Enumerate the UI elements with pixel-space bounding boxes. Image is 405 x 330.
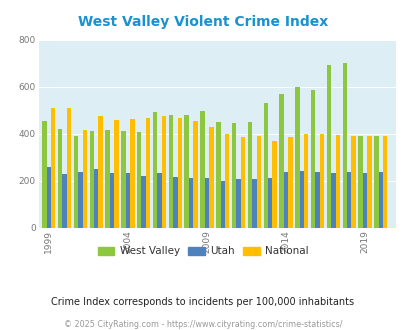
Text: © 2025 CityRating.com - https://www.cityrating.com/crime-statistics/: © 2025 CityRating.com - https://www.city…	[64, 319, 341, 329]
Bar	[378, 172, 382, 228]
Bar	[105, 130, 110, 228]
Bar	[382, 137, 386, 228]
Bar	[47, 167, 51, 228]
Bar	[326, 65, 330, 228]
Bar	[58, 129, 62, 228]
Bar	[303, 134, 308, 228]
Bar	[193, 121, 197, 228]
Bar	[184, 115, 188, 228]
Bar	[110, 173, 114, 228]
Bar	[173, 177, 177, 228]
Bar	[310, 90, 315, 228]
Bar	[153, 113, 157, 228]
Bar	[252, 179, 256, 228]
Bar	[283, 172, 288, 228]
Bar	[168, 115, 173, 228]
Bar	[362, 173, 367, 228]
Bar	[130, 119, 134, 228]
Bar	[267, 178, 272, 228]
Bar	[177, 118, 181, 228]
Bar	[240, 137, 245, 228]
Bar	[94, 169, 98, 228]
Bar	[42, 121, 47, 228]
Bar	[121, 131, 126, 228]
Bar	[62, 174, 67, 228]
Bar	[367, 137, 371, 228]
Bar	[157, 173, 161, 228]
Text: Crime Index corresponds to incidents per 100,000 inhabitants: Crime Index corresponds to incidents per…	[51, 297, 354, 307]
Bar	[204, 178, 209, 228]
Bar	[288, 137, 292, 228]
Bar	[145, 118, 150, 228]
Bar	[215, 122, 220, 228]
Bar	[319, 134, 324, 228]
Bar	[141, 176, 145, 228]
Bar	[231, 123, 236, 228]
Bar	[351, 137, 355, 228]
Bar	[299, 171, 303, 228]
Bar	[74, 136, 78, 228]
Bar	[90, 131, 94, 228]
Bar	[272, 141, 276, 228]
Bar	[209, 127, 213, 228]
Bar	[224, 134, 229, 228]
Bar	[263, 103, 267, 228]
Bar	[330, 173, 335, 228]
Bar	[335, 135, 339, 228]
Text: West Valley Violent Crime Index: West Valley Violent Crime Index	[78, 15, 327, 29]
Bar	[315, 172, 319, 228]
Bar	[200, 111, 204, 228]
Legend: West Valley, Utah, National: West Valley, Utah, National	[93, 242, 312, 260]
Bar	[161, 116, 166, 228]
Bar	[98, 116, 102, 228]
Bar	[51, 108, 55, 228]
Bar	[137, 132, 141, 228]
Bar	[188, 178, 193, 228]
Bar	[83, 130, 87, 228]
Bar	[247, 122, 252, 228]
Bar	[373, 136, 378, 228]
Bar	[279, 94, 283, 228]
Bar	[256, 137, 260, 228]
Bar	[342, 63, 346, 228]
Bar	[220, 181, 224, 228]
Bar	[236, 179, 240, 228]
Bar	[67, 108, 71, 228]
Bar	[358, 136, 362, 228]
Bar	[346, 172, 351, 228]
Bar	[294, 86, 299, 228]
Bar	[126, 173, 130, 228]
Bar	[78, 173, 83, 228]
Bar	[114, 119, 118, 228]
